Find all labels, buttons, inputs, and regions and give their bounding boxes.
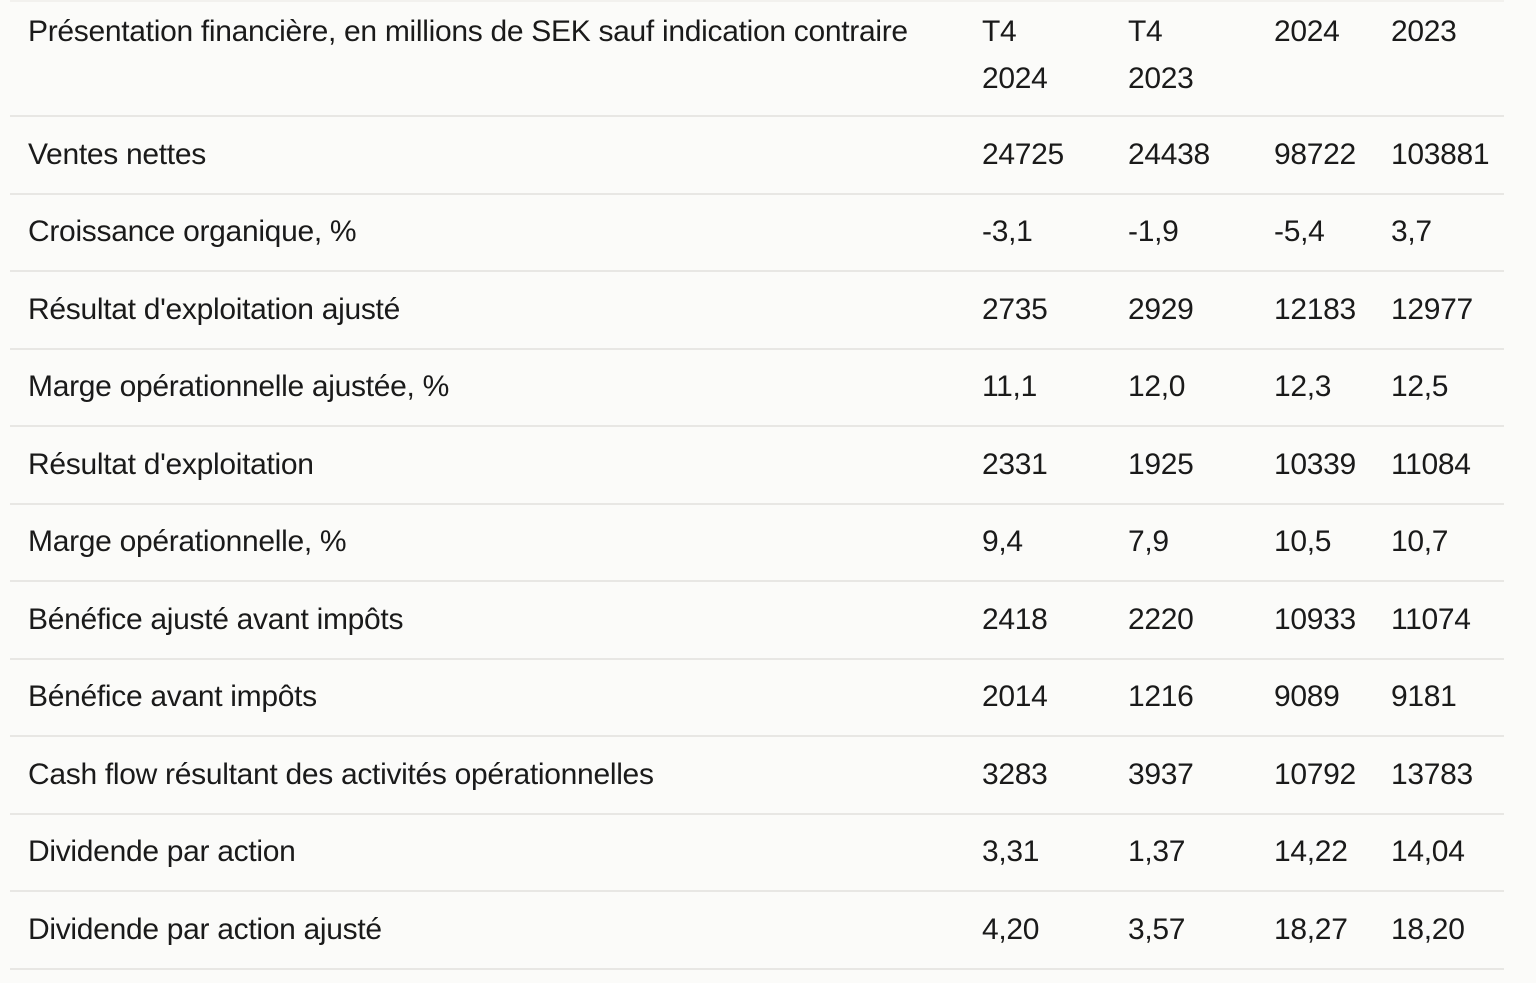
cell-value: 2418 [982,602,1048,636]
cell-value: 2014 [982,680,1048,714]
cell-value: 12,3 [1274,370,1332,404]
cell-value: -3,1 [982,215,1033,249]
column-header-t4-2023: T4 2023 [1128,15,1194,95]
table-row: Bénéfice ajusté avant impôts 2418 2220 1… [10,582,1504,660]
cell-value: 24438 [1128,137,1210,171]
financial-table: Présentation financière, en millions de … [10,0,1504,970]
cell-value: 14,22 [1274,835,1348,869]
cell-value: 2220 [1128,602,1194,636]
cell-value: 12,5 [1391,370,1449,404]
cell-value: 14,04 [1391,835,1465,869]
table-header-row: Présentation financière, en millions de … [10,2,1504,117]
table-row: Bénéfice avant impôts 2014 1216 9089 918… [10,660,1504,737]
column-header-2024: 2024 [1274,15,1340,48]
cell-value: 103881 [1391,137,1490,171]
cell-value: 2331 [982,447,1048,481]
cell-value: 3,57 [1128,912,1186,946]
row-label: Dividende par action ajusté [28,912,382,946]
cell-value: 3283 [982,757,1048,791]
table-row: Dividende par action 3,31 1,37 14,22 14,… [10,815,1504,892]
row-label: Résultat d'exploitation ajusté [28,292,400,326]
cell-value: 18,27 [1274,912,1348,946]
row-label: Cash flow résultant des activités opérat… [28,757,654,791]
cell-value: 18,20 [1391,912,1465,946]
column-header-2023: 2023 [1391,15,1457,48]
cell-value: 11074 [1391,602,1471,636]
column-header-t4-2024: T4 2024 [982,15,1048,95]
cell-value: 1216 [1128,680,1194,714]
row-label: Résultat d'exploitation [28,447,314,481]
cell-value: 9,4 [982,525,1023,559]
table-row: Résultat d'exploitation 2331 1925 10339 … [10,427,1504,505]
cell-value: -1,9 [1128,215,1179,249]
cell-value: 13783 [1391,757,1473,791]
row-label: Bénéfice ajusté avant impôts [28,602,404,636]
cell-value: 9181 [1391,680,1457,714]
table-row: Ventes nettes 24725 24438 98722 103881 [10,117,1504,195]
cell-value: 1,37 [1128,835,1186,869]
row-label: Dividende par action [28,835,296,869]
cell-value: 12183 [1274,292,1356,326]
cell-value: 10933 [1274,602,1356,636]
cell-value: 11084 [1391,447,1471,481]
cell-value: 11,1 [982,370,1037,404]
cell-value: 10792 [1274,757,1356,791]
cell-value: 3,7 [1391,215,1432,249]
row-label: Bénéfice avant impôts [28,680,317,714]
cell-value: 4,20 [982,912,1040,946]
row-label: Marge opérationnelle ajustée, % [28,370,449,404]
cell-value: 12,0 [1128,370,1186,404]
table-row: Marge opérationnelle, % 9,4 7,9 10,5 10,… [10,505,1504,582]
cell-value: 10,7 [1391,525,1449,559]
cell-value: 1925 [1128,447,1194,481]
table-row: Dividende par action ajusté 4,20 3,57 18… [10,892,1504,970]
cell-value: 2929 [1128,292,1194,326]
cell-value: 3,31 [982,835,1040,869]
table-title: Présentation financière, en millions de … [28,15,908,48]
cell-value: 3937 [1128,757,1194,791]
cell-value: 10,5 [1274,525,1332,559]
table-row: Cash flow résultant des activités opérat… [10,737,1504,815]
cell-value: 98722 [1274,137,1356,171]
cell-value: 10339 [1274,447,1356,481]
row-label: Ventes nettes [28,137,206,171]
cell-value: 12977 [1391,292,1473,326]
cell-value: -5,4 [1274,215,1325,249]
cell-value: 24725 [982,137,1064,171]
row-label: Croissance organique, % [28,215,357,249]
row-label: Marge opérationnelle, % [28,525,347,559]
table-row: Marge opérationnelle ajustée, % 11,1 12,… [10,350,1504,427]
cell-value: 7,9 [1128,525,1169,559]
table-row: Croissance organique, % -3,1 -1,9 -5,4 3… [10,195,1504,272]
cell-value: 9089 [1274,680,1340,714]
cell-value: 2735 [982,292,1048,326]
table-row: Résultat d'exploitation ajusté 2735 2929… [10,272,1504,350]
